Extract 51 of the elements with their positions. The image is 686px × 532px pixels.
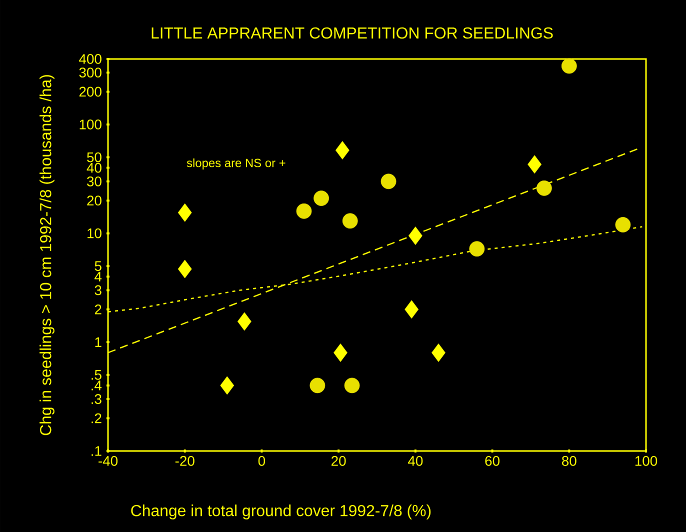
x-axis-title: Change in total ground cover 1992-7/8 (%): [131, 504, 431, 520]
y-tick-label: 50: [87, 152, 102, 162]
chart-title: LITTLE APPRARENT COMPETITION FOR SEEDLINGS: [152, 27, 553, 39]
y-tick-label: .2: [92, 413, 102, 424]
point: [469, 241, 485, 257]
y-tick-label: .4: [92, 380, 102, 390]
point: [536, 180, 552, 196]
point: [342, 213, 358, 229]
point: [344, 378, 360, 394]
y-tick-label: 5: [94, 261, 102, 271]
point: [615, 217, 631, 232]
point: [220, 376, 234, 395]
y-tick-label: 2: [94, 304, 102, 314]
x-tick-label: 60: [485, 456, 500, 466]
y-tick-label: 1: [95, 337, 102, 347]
point: [404, 300, 419, 319]
point: [310, 378, 326, 394]
y-tick-label: 30: [87, 176, 102, 186]
point: [335, 141, 350, 160]
y-tick-label: 300: [79, 68, 102, 78]
annotation: slopes are NS or +: [186, 158, 286, 170]
x-tick-label: -40: [98, 456, 118, 466]
x-tick-label: 40: [408, 456, 423, 466]
y-tick-label: 400: [79, 54, 102, 64]
point: [380, 174, 396, 190]
x-tick-label: -20: [175, 456, 194, 466]
point: [237, 312, 252, 331]
point: [334, 344, 348, 362]
point: [178, 203, 192, 222]
point: [296, 203, 312, 219]
point: [528, 155, 542, 174]
point: [314, 190, 329, 206]
point: [432, 344, 446, 362]
y-tick-label: .1: [92, 446, 102, 456]
y-tick-label: .3: [92, 394, 102, 404]
y-tick-label: 3: [94, 285, 102, 296]
x-tick-label: 80: [562, 456, 576, 466]
y-tick-label: 100: [80, 120, 102, 130]
y-tick-label: .5: [92, 370, 102, 380]
point: [408, 226, 422, 245]
y-tick-label: 4: [94, 272, 102, 282]
point: [178, 260, 192, 278]
y-tick-label: 200: [79, 86, 102, 97]
y-tick-label: 20: [87, 196, 102, 206]
point: [561, 58, 577, 74]
y-tick-label: 40: [86, 162, 102, 173]
y-tick-label: 10: [88, 228, 102, 238]
x-tick-label: 0: [258, 456, 266, 466]
y-axis-title: Chg in seedlings > 10 cm 1992-7/8 (thousands /ha): [40, 75, 54, 436]
x-tick-label: 100: [635, 456, 658, 466]
x-tick-label: 20: [332, 456, 346, 466]
